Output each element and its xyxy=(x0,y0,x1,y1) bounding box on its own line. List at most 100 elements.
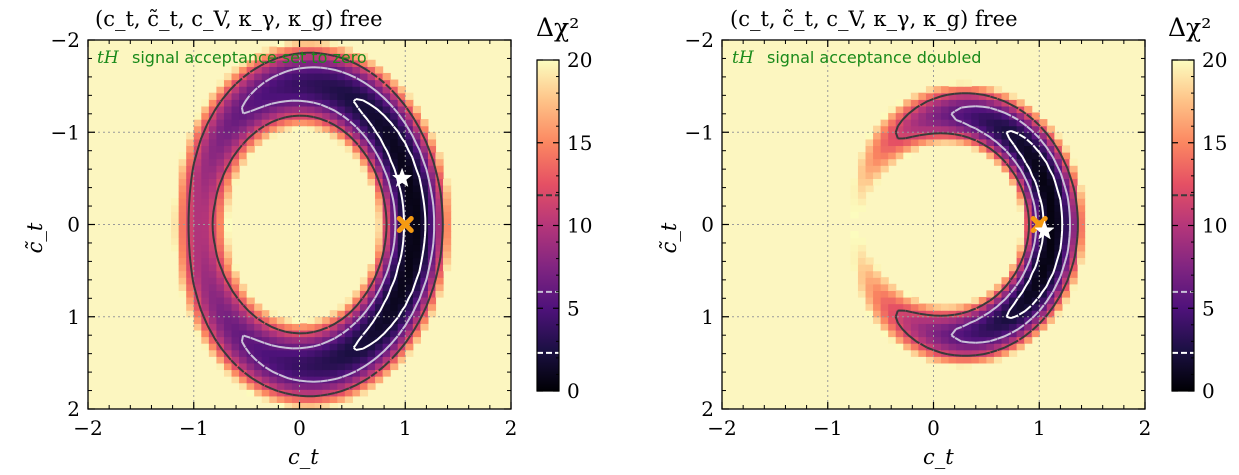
heatmap-cell xyxy=(865,178,874,186)
heatmap-cell xyxy=(865,152,874,160)
heatmap-cell xyxy=(918,92,927,100)
heatmap-cell xyxy=(269,376,278,384)
heatmap-cell xyxy=(299,402,308,410)
heatmap-cell xyxy=(1069,158,1078,166)
heatmap-cell xyxy=(276,382,285,390)
heatmap-cell xyxy=(239,382,248,390)
heatmap-cell xyxy=(269,66,278,74)
heatmap-cell xyxy=(435,165,444,173)
heatmap-cell xyxy=(291,336,301,344)
heatmap-cell xyxy=(231,316,240,324)
heatmap-cell xyxy=(1054,152,1063,160)
heatmap-cell xyxy=(382,112,391,120)
heatmap-cell xyxy=(1046,125,1055,133)
heatmap-cell xyxy=(1046,231,1055,239)
heatmap-cell xyxy=(359,119,369,127)
heatmap-cell xyxy=(971,296,980,305)
heatmap-cell xyxy=(314,66,323,74)
contour-68 xyxy=(352,98,427,351)
heatmap-cell xyxy=(865,257,874,265)
heatmap-cell xyxy=(1016,99,1025,107)
panel-left-colorbar-label: Δχ² xyxy=(536,13,579,42)
heatmap-cell xyxy=(193,316,202,324)
heatmap-cell xyxy=(1046,244,1055,252)
heatmap-cell xyxy=(1024,310,1033,318)
heatmap-cell xyxy=(1001,125,1010,133)
heatmap-cell xyxy=(216,310,225,318)
heatmap-cell xyxy=(367,132,376,140)
heatmap-cell xyxy=(269,112,278,120)
heatmap-cell xyxy=(186,138,195,147)
heatmap-cell xyxy=(344,46,353,54)
heatmap-cell xyxy=(322,66,331,74)
heatmap-cell xyxy=(1016,145,1025,153)
heatmap-cell xyxy=(918,303,927,311)
heatmap-cell xyxy=(307,66,316,74)
heatmap-cell xyxy=(1016,198,1025,206)
heatmap-cell xyxy=(420,316,429,324)
heatmap-cell xyxy=(284,323,293,331)
heatmap-cell xyxy=(1001,303,1010,311)
heatmap-cell xyxy=(888,323,897,331)
panel-right-annotation: signal acceptance doubled xyxy=(767,48,981,67)
heatmap-cell xyxy=(1054,198,1063,206)
heatmap-cell xyxy=(269,310,278,318)
heatmap-cell xyxy=(367,264,376,272)
heatmap-cell xyxy=(933,323,942,331)
heatmap-cell xyxy=(246,376,255,384)
heatmap-cell xyxy=(186,158,195,166)
heatmap-cell xyxy=(993,310,1003,318)
heatmap-cell xyxy=(171,198,180,206)
heatmap-cell xyxy=(269,79,278,87)
heatmap-cell xyxy=(397,270,406,278)
heatmap-cell xyxy=(201,99,210,107)
heatmap-cell xyxy=(193,310,202,318)
heatmap-cell xyxy=(412,184,421,193)
heatmap-cell xyxy=(978,323,987,331)
heatmap-cell xyxy=(1061,145,1071,153)
heatmap-cell xyxy=(246,138,255,147)
heatmap-cell xyxy=(986,329,995,338)
heatmap-cell xyxy=(948,316,957,324)
heatmap-cell xyxy=(201,343,210,351)
heatmap-cell xyxy=(322,92,331,100)
heatmap-cell xyxy=(405,343,414,351)
heatmap-cell xyxy=(963,310,972,318)
heatmap-cell xyxy=(941,356,950,364)
heatmap-cell xyxy=(948,138,957,147)
heatmap-cell xyxy=(397,184,406,193)
heatmap-cell xyxy=(246,343,255,351)
heatmap-cell xyxy=(443,257,452,265)
heatmap-cell xyxy=(397,310,406,318)
heatmap-cell xyxy=(375,138,384,147)
heatmap-cell xyxy=(412,171,421,179)
heatmap-cell xyxy=(208,105,218,114)
heatmap-cell xyxy=(435,244,444,252)
heatmap-cell xyxy=(276,72,285,81)
heatmap-cell xyxy=(918,138,927,147)
heatmap-cell xyxy=(186,224,195,232)
heatmap-cell xyxy=(344,395,353,404)
heatmap-cell xyxy=(314,40,323,48)
heatmap-cell xyxy=(1031,125,1040,133)
heatmap-cell xyxy=(420,270,429,278)
heatmap-cell xyxy=(427,204,437,212)
heatmap-cell xyxy=(1039,171,1048,179)
heatmap-cell xyxy=(903,343,912,351)
heatmap-cell xyxy=(1061,237,1071,245)
heatmap-cell xyxy=(269,132,278,140)
heatmap-cell xyxy=(359,369,369,377)
heatmap-cell xyxy=(269,336,278,344)
heatmap-cell xyxy=(873,290,882,298)
heatmap-cell xyxy=(948,310,957,318)
heatmap-cell xyxy=(201,119,210,127)
heatmap-cell xyxy=(329,336,338,344)
heatmap-cell xyxy=(1001,132,1010,140)
heatmap-cell xyxy=(208,343,218,351)
heatmap-cell xyxy=(367,112,376,120)
heatmap-cell xyxy=(322,119,331,127)
heatmap-cell xyxy=(420,165,429,173)
heatmap-cell xyxy=(307,105,316,114)
heatmap-cell xyxy=(329,119,338,127)
